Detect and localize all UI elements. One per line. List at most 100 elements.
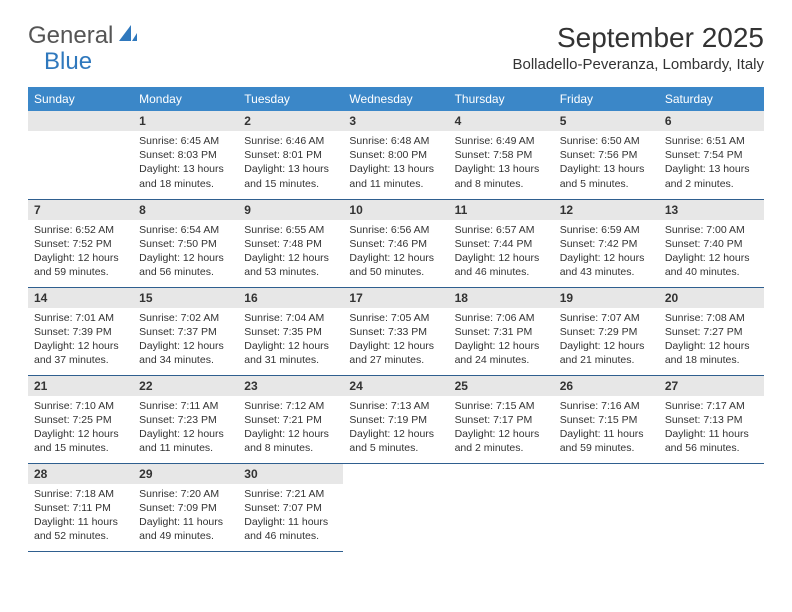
- day-daylight2: and 18 minutes.: [665, 353, 758, 367]
- day-sunrise: Sunrise: 6:45 AM: [139, 134, 232, 148]
- day-cell: 3Sunrise: 6:48 AMSunset: 8:00 PMDaylight…: [343, 111, 448, 199]
- day-daylight1: Daylight: 12 hours: [665, 251, 758, 265]
- day-daylight1: Daylight: 13 hours: [349, 162, 442, 176]
- day-daylight1: Daylight: 11 hours: [34, 515, 127, 529]
- dow-saturday: Saturday: [659, 87, 764, 111]
- day-sunrise: Sunrise: 6:50 AM: [560, 134, 653, 148]
- day-number: 11: [449, 200, 554, 220]
- day-number: 17: [343, 288, 448, 308]
- day-daylight1: Daylight: 12 hours: [349, 427, 442, 441]
- day-body: Sunrise: 7:20 AMSunset: 7:09 PMDaylight:…: [133, 484, 238, 548]
- day-cell: 19Sunrise: 7:07 AMSunset: 7:29 PMDayligh…: [554, 287, 659, 375]
- day-sunset: Sunset: 7:21 PM: [244, 413, 337, 427]
- day-sunset: Sunset: 7:31 PM: [455, 325, 548, 339]
- week-row: 14Sunrise: 7:01 AMSunset: 7:39 PMDayligh…: [28, 287, 764, 375]
- day-sunrise: Sunrise: 6:57 AM: [455, 223, 548, 237]
- day-sunset: Sunset: 7:07 PM: [244, 501, 337, 515]
- day-number: 5: [554, 111, 659, 131]
- day-number: 10: [343, 200, 448, 220]
- day-body: Sunrise: 7:05 AMSunset: 7:33 PMDaylight:…: [343, 308, 448, 372]
- day-of-week-row: Sunday Monday Tuesday Wednesday Thursday…: [28, 87, 764, 111]
- day-sunset: Sunset: 7:19 PM: [349, 413, 442, 427]
- day-cell: 22Sunrise: 7:11 AMSunset: 7:23 PMDayligh…: [133, 375, 238, 463]
- day-sunrise: Sunrise: 6:48 AM: [349, 134, 442, 148]
- day-sunrise: Sunrise: 7:07 AM: [560, 311, 653, 325]
- day-cell: [343, 463, 448, 551]
- day-number: 1: [133, 111, 238, 131]
- day-cell: 8Sunrise: 6:54 AMSunset: 7:50 PMDaylight…: [133, 199, 238, 287]
- day-cell: 5Sunrise: 6:50 AMSunset: 7:56 PMDaylight…: [554, 111, 659, 199]
- day-sunset: Sunset: 7:56 PM: [560, 148, 653, 162]
- day-sunrise: Sunrise: 7:15 AM: [455, 399, 548, 413]
- day-daylight2: and 5 minutes.: [560, 177, 653, 191]
- day-sunset: Sunset: 7:50 PM: [139, 237, 232, 251]
- day-cell: 18Sunrise: 7:06 AMSunset: 7:31 PMDayligh…: [449, 287, 554, 375]
- day-body: Sunrise: 7:10 AMSunset: 7:25 PMDaylight:…: [28, 396, 133, 460]
- day-sunset: Sunset: 7:27 PM: [665, 325, 758, 339]
- day-body: Sunrise: 7:00 AMSunset: 7:40 PMDaylight:…: [659, 220, 764, 284]
- day-daylight1: Daylight: 13 hours: [455, 162, 548, 176]
- day-sunset: Sunset: 7:23 PM: [139, 413, 232, 427]
- day-cell: 14Sunrise: 7:01 AMSunset: 7:39 PMDayligh…: [28, 287, 133, 375]
- day-sunrise: Sunrise: 7:11 AM: [139, 399, 232, 413]
- day-daylight2: and 11 minutes.: [349, 177, 442, 191]
- day-daylight1: Daylight: 12 hours: [244, 339, 337, 353]
- day-daylight2: and 46 minutes.: [455, 265, 548, 279]
- day-sunset: Sunset: 7:44 PM: [455, 237, 548, 251]
- day-body: Sunrise: 7:13 AMSunset: 7:19 PMDaylight:…: [343, 396, 448, 460]
- day-number: 30: [238, 464, 343, 484]
- day-number: 29: [133, 464, 238, 484]
- day-daylight2: and 56 minutes.: [139, 265, 232, 279]
- day-sunset: Sunset: 7:33 PM: [349, 325, 442, 339]
- day-cell: 23Sunrise: 7:12 AMSunset: 7:21 PMDayligh…: [238, 375, 343, 463]
- day-cell: 9Sunrise: 6:55 AMSunset: 7:48 PMDaylight…: [238, 199, 343, 287]
- day-cell: 13Sunrise: 7:00 AMSunset: 7:40 PMDayligh…: [659, 199, 764, 287]
- day-number: 27: [659, 376, 764, 396]
- day-daylight2: and 56 minutes.: [665, 441, 758, 455]
- day-sunset: Sunset: 8:03 PM: [139, 148, 232, 162]
- day-daylight1: Daylight: 13 hours: [139, 162, 232, 176]
- day-number: 28: [28, 464, 133, 484]
- day-daylight1: Daylight: 13 hours: [244, 162, 337, 176]
- day-body: Sunrise: 6:46 AMSunset: 8:01 PMDaylight:…: [238, 131, 343, 195]
- day-body: Sunrise: 6:48 AMSunset: 8:00 PMDaylight:…: [343, 131, 448, 195]
- logo-text-blue: Blue: [44, 48, 92, 76]
- day-daylight2: and 37 minutes.: [34, 353, 127, 367]
- day-cell: [449, 463, 554, 551]
- day-sunset: Sunset: 7:35 PM: [244, 325, 337, 339]
- day-sunrise: Sunrise: 6:55 AM: [244, 223, 337, 237]
- day-cell: 30Sunrise: 7:21 AMSunset: 7:07 PMDayligh…: [238, 463, 343, 551]
- day-sunset: Sunset: 7:42 PM: [560, 237, 653, 251]
- day-body: Sunrise: 7:17 AMSunset: 7:13 PMDaylight:…: [659, 396, 764, 460]
- day-body: Sunrise: 7:08 AMSunset: 7:27 PMDaylight:…: [659, 308, 764, 372]
- day-cell: 7Sunrise: 6:52 AMSunset: 7:52 PMDaylight…: [28, 199, 133, 287]
- day-daylight2: and 27 minutes.: [349, 353, 442, 367]
- day-daylight1: Daylight: 12 hours: [560, 339, 653, 353]
- day-body: Sunrise: 6:50 AMSunset: 7:56 PMDaylight:…: [554, 131, 659, 195]
- day-sunrise: Sunrise: 6:59 AM: [560, 223, 653, 237]
- day-body: Sunrise: 7:11 AMSunset: 7:23 PMDaylight:…: [133, 396, 238, 460]
- day-body: Sunrise: 7:02 AMSunset: 7:37 PMDaylight:…: [133, 308, 238, 372]
- day-cell: 25Sunrise: 7:15 AMSunset: 7:17 PMDayligh…: [449, 375, 554, 463]
- day-daylight2: and 46 minutes.: [244, 529, 337, 543]
- day-cell: [554, 463, 659, 551]
- day-sunset: Sunset: 7:13 PM: [665, 413, 758, 427]
- day-daylight2: and 8 minutes.: [455, 177, 548, 191]
- day-body: Sunrise: 6:56 AMSunset: 7:46 PMDaylight:…: [343, 220, 448, 284]
- day-body: Sunrise: 6:57 AMSunset: 7:44 PMDaylight:…: [449, 220, 554, 284]
- day-cell: 28Sunrise: 7:18 AMSunset: 7:11 PMDayligh…: [28, 463, 133, 551]
- month-title: September 2025: [512, 22, 764, 54]
- day-body: Sunrise: 7:01 AMSunset: 7:39 PMDaylight:…: [28, 308, 133, 372]
- day-sunset: Sunset: 7:48 PM: [244, 237, 337, 251]
- day-number: 3: [343, 111, 448, 131]
- day-daylight1: Daylight: 12 hours: [139, 339, 232, 353]
- day-body: Sunrise: 7:06 AMSunset: 7:31 PMDaylight:…: [449, 308, 554, 372]
- day-cell: 24Sunrise: 7:13 AMSunset: 7:19 PMDayligh…: [343, 375, 448, 463]
- day-cell: 27Sunrise: 7:17 AMSunset: 7:13 PMDayligh…: [659, 375, 764, 463]
- day-daylight1: Daylight: 11 hours: [244, 515, 337, 529]
- day-cell: 29Sunrise: 7:20 AMSunset: 7:09 PMDayligh…: [133, 463, 238, 551]
- day-cell: 26Sunrise: 7:16 AMSunset: 7:15 PMDayligh…: [554, 375, 659, 463]
- day-number: 13: [659, 200, 764, 220]
- day-daylight1: Daylight: 12 hours: [139, 427, 232, 441]
- day-daylight1: Daylight: 12 hours: [665, 339, 758, 353]
